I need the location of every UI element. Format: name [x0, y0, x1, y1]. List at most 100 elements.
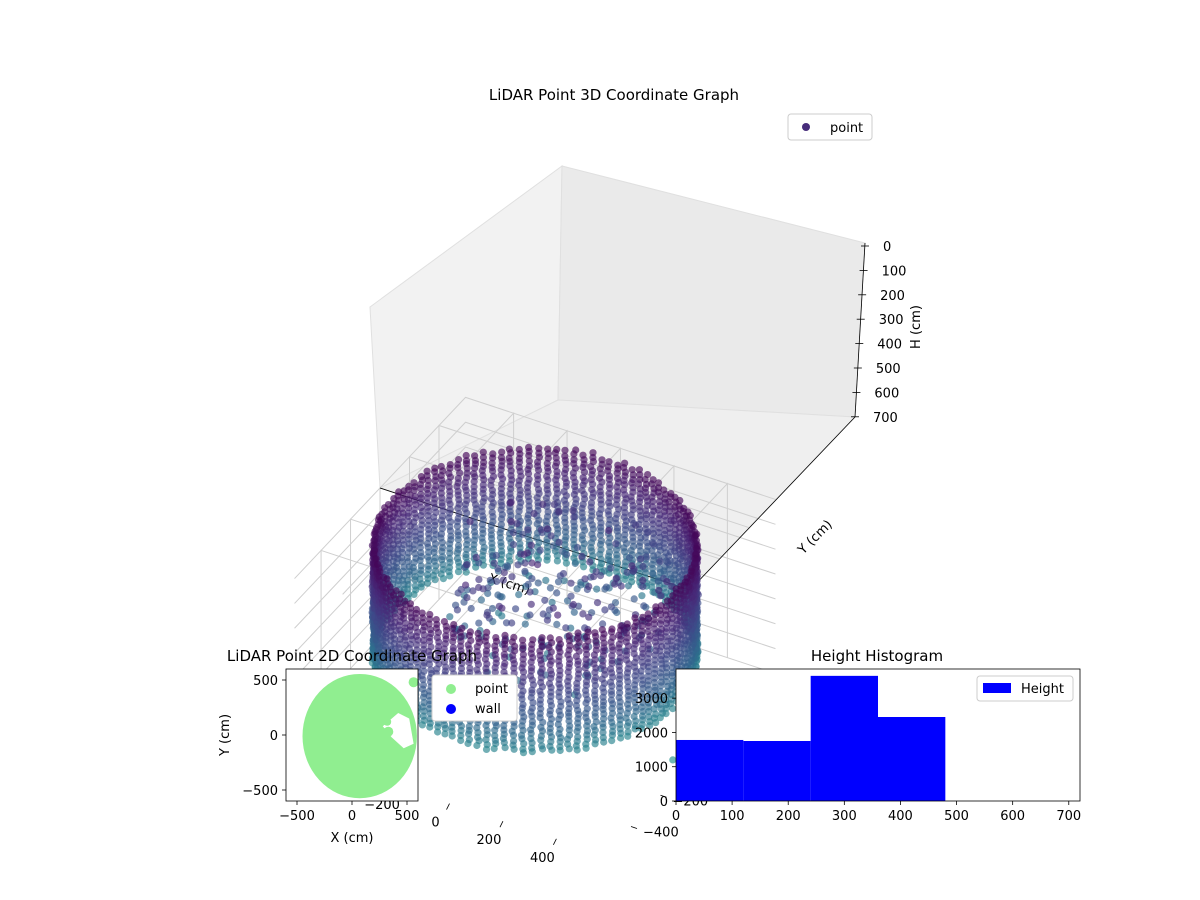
point-3d — [628, 562, 636, 570]
x-tick-label-2d: 0 — [348, 809, 356, 824]
point-3d — [555, 680, 563, 688]
point-3d — [445, 483, 453, 491]
point-3d — [508, 573, 516, 581]
x-tick-label-3d: 200 — [477, 833, 502, 848]
point-3d — [524, 493, 532, 501]
point-3d — [494, 591, 502, 599]
point-3d — [608, 737, 616, 745]
point-3d — [555, 715, 563, 723]
point-3d — [599, 734, 607, 742]
point-3d — [638, 703, 646, 711]
y-tick-label-3d: −400 — [643, 826, 679, 841]
point-3d — [608, 643, 616, 651]
point-3d — [623, 568, 631, 576]
point-3d — [644, 655, 652, 663]
point-3d — [590, 573, 598, 581]
point-3d — [454, 514, 462, 523]
point-3d — [425, 660, 433, 668]
point-3d — [578, 509, 586, 517]
point-3d — [545, 643, 553, 652]
point-3d — [370, 530, 378, 538]
point-3d — [585, 613, 593, 621]
point-3d — [538, 634, 546, 642]
point-3d — [486, 576, 494, 584]
point-3d — [471, 464, 479, 472]
point-3d — [466, 628, 474, 636]
point-3d — [628, 516, 636, 524]
point-3d — [605, 520, 613, 529]
point-3d — [597, 496, 605, 504]
point-3d — [475, 634, 483, 643]
point-3d — [591, 709, 599, 717]
point-3d — [614, 474, 622, 483]
point-3d — [446, 563, 454, 572]
point-3d — [536, 546, 544, 554]
z-tick-label-3d: 700 — [873, 411, 898, 426]
point-3d — [506, 507, 514, 515]
x-tick-label-histogram: 600 — [1000, 809, 1025, 824]
point-3d — [606, 557, 615, 565]
point-3d — [481, 655, 489, 663]
point-3d — [631, 672, 639, 680]
point-3d — [537, 656, 545, 664]
point-3d — [465, 736, 473, 744]
point-3d — [623, 673, 631, 681]
point-3d — [599, 684, 607, 692]
legend-2d-label-wall: wall — [475, 702, 501, 717]
point-3d — [505, 534, 513, 543]
point-3d — [569, 507, 577, 515]
y-tick-label-histogram: 3000 — [635, 692, 668, 707]
point-3d — [482, 647, 490, 655]
histogram-bar — [810, 675, 878, 801]
point-3d — [518, 709, 526, 717]
point-3d — [497, 471, 505, 479]
point-3d — [605, 472, 614, 480]
point-3d — [501, 637, 509, 645]
point-3d — [406, 663, 415, 671]
point-3d — [560, 577, 568, 585]
point-3d — [660, 521, 668, 529]
point-3d — [620, 476, 628, 485]
point-3d — [417, 473, 425, 481]
point-3d — [449, 644, 457, 652]
point-3d — [624, 665, 632, 673]
point-3d — [442, 632, 450, 640]
point-3d — [390, 640, 398, 648]
point-3d — [453, 522, 461, 530]
point-3d — [448, 723, 456, 731]
point-3d — [655, 528, 663, 537]
point-3d — [581, 575, 589, 583]
point-3d — [390, 591, 398, 599]
point-3d — [621, 521, 630, 530]
point-3d — [537, 723, 545, 731]
x-ticks-2d: −500 0 500 — [279, 801, 419, 824]
point-3d — [457, 647, 465, 655]
point-3d — [466, 664, 474, 672]
point-3d — [442, 663, 450, 671]
point-3d — [639, 562, 647, 571]
point-3d — [547, 666, 555, 675]
point-3d — [519, 530, 527, 538]
point-3d — [417, 490, 425, 498]
point-3d — [607, 665, 615, 673]
point-3d — [423, 499, 431, 507]
point-3d — [446, 613, 454, 621]
point-3d — [636, 569, 644, 578]
point-3d — [423, 472, 431, 480]
point-3d — [612, 540, 620, 548]
point-3d — [607, 603, 616, 611]
point-3d — [555, 644, 563, 652]
point-3d — [631, 632, 639, 640]
point-3d — [555, 657, 563, 665]
point-3d — [579, 500, 587, 508]
point-3d — [629, 476, 637, 484]
point-3d — [528, 664, 536, 672]
point-3d — [513, 520, 521, 528]
point-3d — [419, 618, 427, 627]
point-3d — [656, 557, 664, 566]
point-3d — [431, 554, 439, 562]
pane-back-right — [557, 165, 866, 418]
point-3d — [410, 506, 418, 514]
legend-3d: point — [787, 113, 873, 141]
point-3d — [462, 550, 470, 559]
